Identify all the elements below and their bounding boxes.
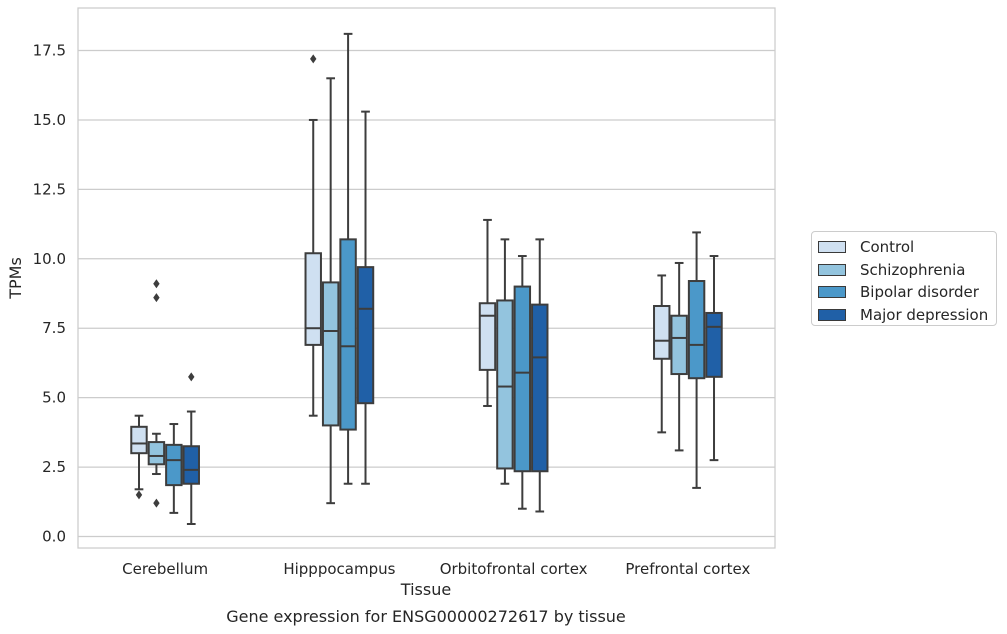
box-control [304,54,322,417]
box-bipolar-disorder [339,32,357,485]
box-iqr [653,305,671,360]
outlier-point [153,498,160,508]
box-iqr [321,281,340,427]
y-tick-label: 12.5 [33,180,66,198]
box-iqr [304,252,322,346]
legend-item: Schizophrenia [818,259,996,282]
legend-label: Bipolar disorder [860,283,979,302]
box-major-depression [705,255,723,462]
y-tick-label: 7.5 [42,319,66,337]
box-iqr [478,302,497,371]
legend: Control Schizophrenia Bipolar disorder Majo… [811,231,997,326]
x-tick-label: Prefrontal cortex [625,560,750,578]
box-major-depression [356,110,375,485]
legend-label: Schizophrenia [860,260,966,279]
box-iqr [339,238,357,431]
x-axis-label: Tissue [400,580,451,599]
x-axis-ticks: Cerebellum Hipppocampus Orbitofrontal cort… [122,560,750,578]
chart-caption: Gene expression for ENSG00000272617 by t… [226,607,626,626]
outlier-point [153,293,160,303]
box-iqr [147,441,166,466]
y-tick-label: 10.0 [33,250,66,268]
box-iqr [531,303,549,473]
legend-item: Control [818,236,996,259]
box-major-depression [531,238,549,513]
outlier-point [310,54,317,64]
legend-swatch [818,241,846,254]
y-axis-ticks: 0.0 2.5 5.0 7.5 10.0 12.5 15.0 17.5 [33,42,66,546]
box-schizophrenia [147,279,166,508]
box-iqr [670,314,688,376]
box-iqr [496,299,514,470]
box-bipolar-disorder [687,231,706,489]
box-bipolar-disorder [165,423,183,514]
box-iqr [130,425,148,455]
outlier-point [135,490,143,500]
box-schizophrenia [670,261,688,452]
y-tick-label: 5.0 [42,389,66,407]
box-schizophrenia [321,77,340,505]
legend-label: Control [860,238,915,257]
y-axis-label: TPMs [6,257,25,300]
box-bipolar-disorder [513,255,532,510]
x-tick-label: Orbitofrontal cortex [440,560,588,578]
box-control [130,414,148,500]
y-tick-label: 15.0 [33,111,66,129]
legend-swatch [818,263,846,276]
y-tick-label: 0.0 [42,528,66,546]
outlier-point [153,279,160,289]
legend-item: Bipolar disorder [818,281,996,304]
y-tick-label: 2.5 [42,458,66,476]
box-iqr [687,280,706,380]
x-tick-label: Hipppocampus [283,560,395,578]
box-control [478,218,497,407]
box-iqr [165,443,183,487]
box-control [653,274,671,434]
boxes-layer [130,32,723,526]
box-iqr [182,445,200,485]
outlier-point [188,372,195,382]
legend-swatch [818,308,846,321]
box-iqr [513,285,532,473]
y-tick-label: 17.5 [33,42,66,60]
box-schizophrenia [496,238,514,485]
legend-label: Major depression [860,305,989,324]
legend-item: Major depression [818,304,996,327]
box-iqr [705,311,723,378]
legend-swatch [818,286,846,299]
box-major-depression [182,372,200,526]
box-iqr [356,266,375,405]
x-tick-label: Cerebellum [122,560,208,578]
